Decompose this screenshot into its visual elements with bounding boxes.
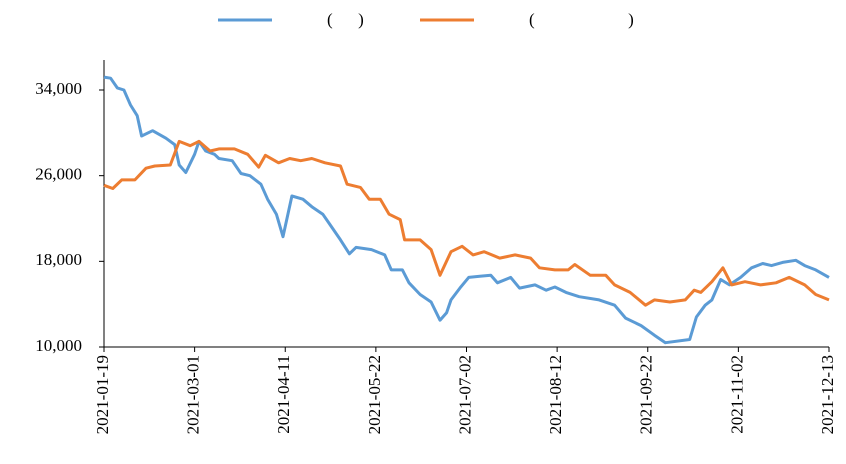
x-tick-label: 2021-04-11 xyxy=(274,355,293,434)
line-series xyxy=(103,139,830,307)
x-tick-label: 2021-08-12 xyxy=(546,355,565,434)
y-tick-label: 18,000 xyxy=(35,250,82,269)
x-tick-label: 2021-01-19 xyxy=(93,355,112,434)
y-tick-label: 10,000 xyxy=(35,336,82,355)
x-tick-label: 2021-03-01 xyxy=(184,355,203,434)
legend-label: ( ) xyxy=(529,10,634,29)
y-tick-label: 26,000 xyxy=(35,165,82,184)
x-tick-label: 2021-07-02 xyxy=(455,355,474,434)
y-tick-label: 34,000 xyxy=(35,79,82,98)
line-series xyxy=(103,75,830,345)
legend-label: ( ) xyxy=(327,10,364,29)
x-tick-label: 2021-05-22 xyxy=(365,355,384,434)
x-tick-label: 2021-12-13 xyxy=(818,355,837,434)
x-tick-label: 2021-09-22 xyxy=(637,355,656,434)
x-tick-label: 2021-11-02 xyxy=(727,355,746,434)
